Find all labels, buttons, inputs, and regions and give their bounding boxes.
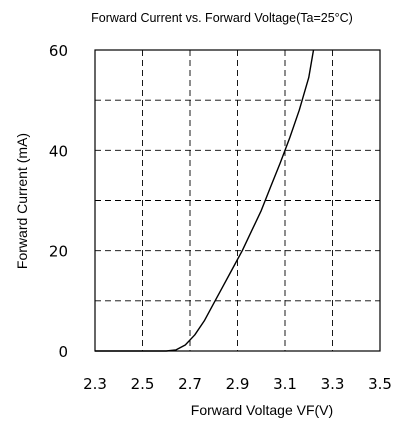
tick-labels: 2.3 2.5 2.7 2.9 3.1 3.3 3.5 0 20 40 60 bbox=[49, 42, 392, 393]
x-tick-label: 2.5 bbox=[131, 375, 155, 393]
x-tick-label: 2.9 bbox=[226, 375, 250, 393]
y-tick-label: 40 bbox=[49, 142, 68, 160]
x-tick-label: 2.3 bbox=[83, 375, 107, 393]
x-tick-label: 3.3 bbox=[321, 375, 345, 393]
y-tick-label: 0 bbox=[58, 343, 68, 361]
chart-title: Forward Current vs. Forward Voltage(Ta=2… bbox=[91, 11, 353, 25]
plot-frame bbox=[94, 49, 381, 352]
x-tick-label: 3.5 bbox=[368, 375, 392, 393]
y-tick-label: 60 bbox=[49, 42, 68, 60]
y-axis-label: Forward Current (mA) bbox=[14, 133, 30, 269]
series-layer bbox=[95, 49, 315, 352]
x-tick-label: 3.1 bbox=[273, 375, 297, 393]
x-tick-label: 2.7 bbox=[178, 375, 202, 393]
y-tick-label: 20 bbox=[49, 243, 68, 261]
series-line-1 bbox=[95, 49, 315, 352]
x-axis-label: Forward Voltage VF(V) bbox=[191, 402, 333, 418]
grid bbox=[95, 50, 380, 351]
